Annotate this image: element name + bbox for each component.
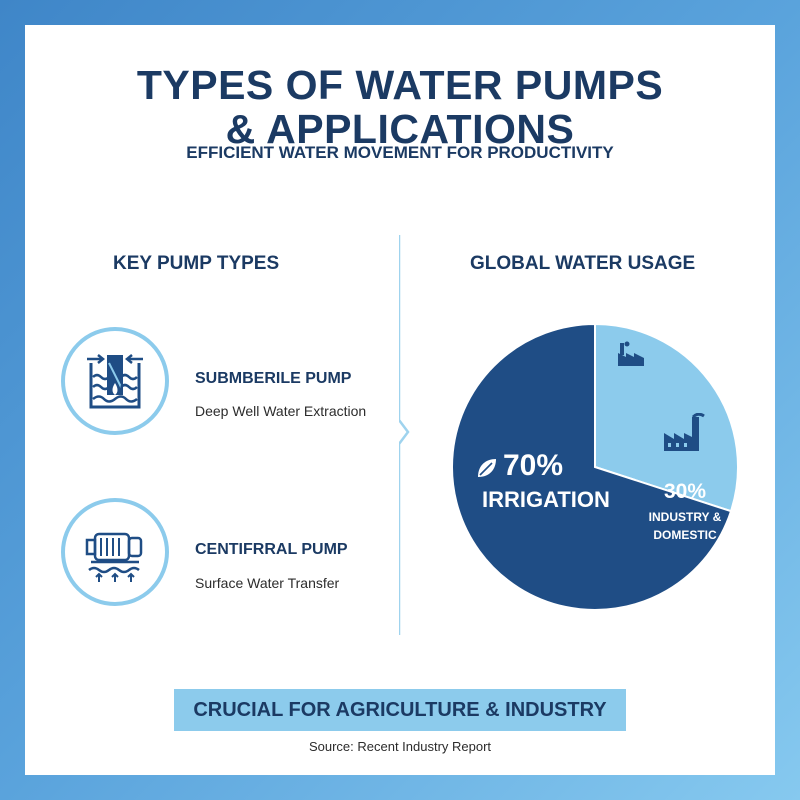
factory-icon	[618, 341, 644, 366]
industry-percentage: 30%	[663, 480, 707, 503]
submersible-pump-icon	[61, 327, 169, 435]
pie-slice-irrigation	[452, 324, 733, 610]
pump-description-submersible: Deep Well Water Extraction	[195, 403, 367, 419]
title-line-1: TYPES OF WATER PUMPS	[136, 62, 664, 108]
irrigation-percentage: 70%	[503, 449, 564, 482]
pump-types-heading: KEY PUMP TYPES	[113, 253, 280, 274]
industry-label-line-2: DOMESTIC	[653, 528, 717, 542]
industrial-plant-icon	[664, 413, 705, 451]
pie-slice-industry-domestic	[594, 324, 738, 513]
section-divider	[399, 235, 410, 635]
industry-label: INDUSTRY & DOMESTIC	[620, 508, 750, 544]
industry-label-line-1: INDUSTRY &	[648, 510, 722, 524]
pump-name-centrifugal: CENTIFRRAL PUMP	[195, 541, 348, 558]
conclusion-banner: CRUCIAL FOR AGRICULTURE & INDUSTRY	[174, 689, 626, 731]
source-note: Source: Recent Industry Report	[308, 739, 492, 754]
water-usage-pie-chart	[452, 324, 738, 610]
page-subtitle: EFFICIENT WATER MOVEMENT FOR PRODUCTIVIT…	[186, 143, 614, 162]
infographic-card: TYPES OF WATER PUMPS & APPLICATIONS EFFI…	[25, 25, 775, 775]
water-usage-heading: GLOBAL WATER USAGE	[470, 253, 696, 274]
irrigation-label: IRRIGATION	[482, 487, 610, 512]
leaf-icon	[478, 459, 496, 477]
page-title: TYPES OF WATER PUMPS & APPLICATIONS	[25, 63, 775, 151]
title-line-2: & APPLICATIONS	[225, 106, 575, 152]
centrifugal-pump-icon	[61, 498, 169, 606]
pump-description-centrifugal: Surface Water Transfer	[195, 575, 340, 591]
pump-name-submersible: SUBMBERILE PUMP	[195, 370, 352, 387]
